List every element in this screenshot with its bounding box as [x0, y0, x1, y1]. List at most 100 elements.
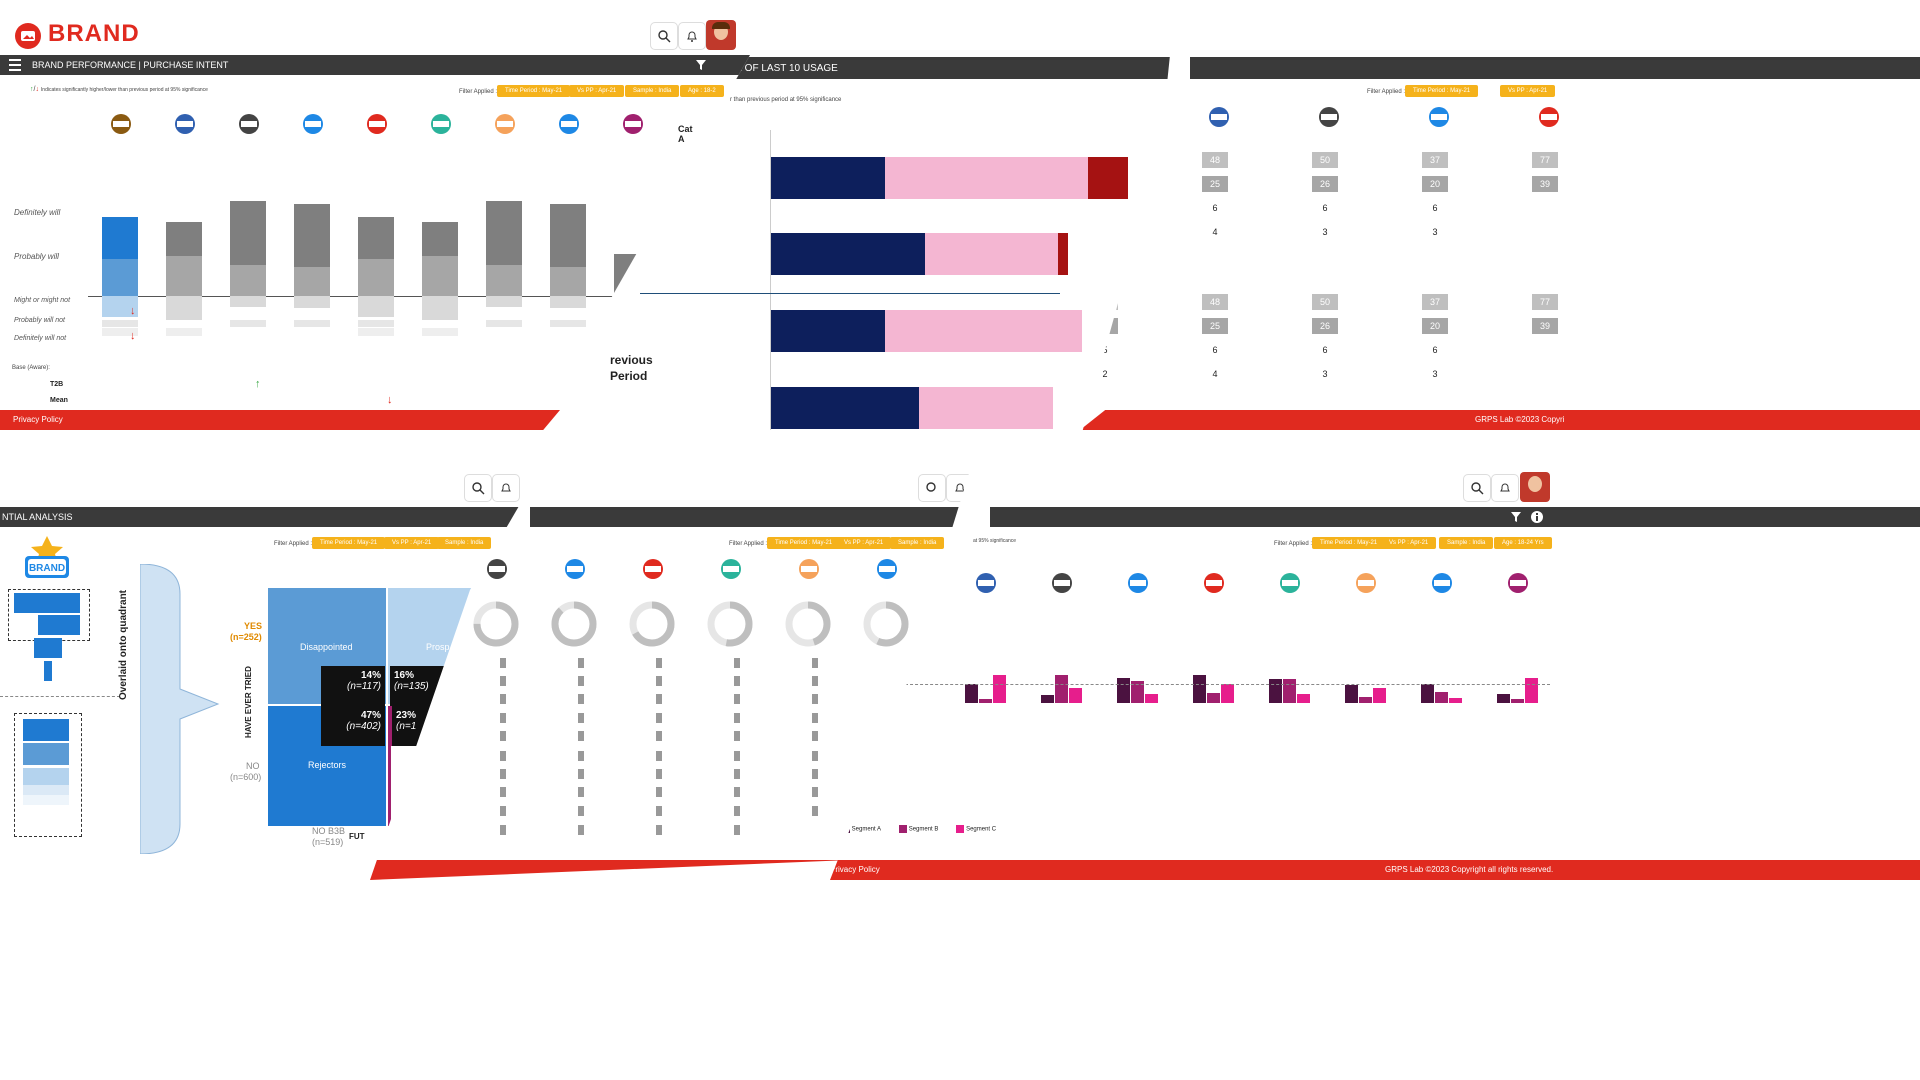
chip-sample-4[interactable]: Sample : India	[437, 537, 492, 549]
segment-bar[interactable]	[1069, 688, 1082, 703]
privacy-link-6[interactable]: Privacy Policy	[830, 865, 880, 874]
bar-probably-will[interactable]	[422, 256, 458, 296]
segment-bar[interactable]	[1359, 696, 1372, 703]
bar-definitely-will[interactable]	[550, 203, 586, 268]
bar-definitely-not[interactable]	[358, 328, 394, 336]
bar-definitely-not[interactable]	[166, 328, 202, 336]
segment-bar[interactable]	[1283, 679, 1296, 703]
bar-probably-will[interactable]	[230, 265, 266, 296]
bar-definitely-will[interactable]	[102, 216, 138, 259]
funnel-bar[interactable]	[38, 615, 80, 635]
bar-segment-b[interactable]	[919, 387, 1053, 429]
donut-chart[interactable]	[784, 600, 832, 648]
filter-icon[interactable]	[1510, 511, 1522, 523]
search-button-3[interactable]	[1556, 22, 1584, 50]
segment-bar[interactable]	[1511, 698, 1524, 703]
search-button-5[interactable]	[918, 474, 946, 502]
funnel-bar-bottom[interactable]	[23, 719, 69, 741]
segment-bar[interactable]	[1269, 679, 1282, 703]
segment-bar[interactable]	[1221, 684, 1234, 703]
segment-bar[interactable]	[1345, 685, 1358, 703]
chip-sample-6[interactable]: Sample : India	[1439, 537, 1494, 549]
segment-bar[interactable]	[1207, 693, 1220, 703]
chip-sample[interactable]: Sample : India	[625, 85, 680, 97]
privacy-link[interactable]: Privacy Policy	[13, 415, 63, 424]
bar-might[interactable]	[230, 296, 266, 307]
bar-probably-not[interactable]	[102, 320, 138, 327]
bar-segment-a[interactable]	[771, 387, 920, 429]
notification-button-5[interactable]	[946, 474, 970, 502]
bar-probably-will[interactable]	[294, 267, 330, 296]
segment-bar[interactable]	[1131, 681, 1144, 703]
notification-button-4[interactable]	[492, 474, 520, 502]
segment-bar[interactable]	[1373, 687, 1386, 703]
search-button-6[interactable]	[1463, 474, 1491, 502]
segment-bar[interactable]	[1525, 678, 1538, 703]
bar-might[interactable]	[358, 296, 394, 317]
segment-bar[interactable]	[965, 684, 978, 703]
donut-chart[interactable]	[862, 600, 910, 648]
chip-vs-pp-6[interactable]: Vs PP : Apr-21	[1381, 537, 1437, 549]
info-icon[interactable]	[1530, 510, 1544, 524]
brand-logo[interactable]: BRAND	[14, 20, 139, 52]
chip-sample-5[interactable]: Sample : India	[890, 537, 945, 549]
bar-segment-b[interactable]	[924, 233, 1059, 275]
donut-chart[interactable]	[472, 600, 520, 648]
segment-bar[interactable]	[1421, 683, 1434, 703]
segment-bar[interactable]	[1117, 678, 1130, 703]
segment-bar[interactable]	[1193, 675, 1206, 703]
bar-definitely-will[interactable]	[230, 201, 266, 266]
filter-icon[interactable]	[695, 59, 707, 71]
bar-probably-will[interactable]	[486, 265, 522, 296]
segment-bar[interactable]	[1497, 694, 1510, 703]
bar-definitely-will[interactable]	[166, 222, 202, 257]
bar-segment-b[interactable]	[885, 310, 1083, 352]
donut-chart[interactable]	[550, 600, 598, 648]
chip-time-period-3[interactable]: Time Period : May-21	[1405, 85, 1479, 97]
chip-vs-pp[interactable]: Vs PP : Apr-21	[569, 85, 625, 97]
bar-segment-a[interactable]	[771, 310, 885, 352]
segment-bar[interactable]	[993, 675, 1006, 703]
bar-definitely-will[interactable]	[486, 201, 522, 266]
search-button[interactable]	[650, 22, 678, 50]
bar-segment-c[interactable]	[1058, 233, 1069, 275]
bar-probably-will[interactable]	[550, 267, 586, 296]
bar-might[interactable]	[102, 296, 138, 317]
segment-bar[interactable]	[1435, 692, 1448, 703]
bar-probably-will[interactable]	[166, 256, 202, 296]
bar-probably-not[interactable]	[230, 320, 266, 327]
segment-bar[interactable]	[979, 699, 992, 703]
notification-button-6[interactable]	[1491, 474, 1519, 502]
bar-segment-a[interactable]	[771, 157, 885, 199]
notification-button[interactable]	[678, 22, 706, 50]
chip-vs-pp-5[interactable]: Vs PP : Apr-21	[836, 537, 892, 549]
avatar[interactable]	[706, 20, 736, 50]
chip-time-period[interactable]: Time Period : May-21	[497, 85, 571, 97]
bar-segment-c[interactable]	[1088, 157, 1128, 199]
bar-probably-not[interactable]	[294, 320, 330, 327]
chip-time-period-4[interactable]: Time Period : May-21	[312, 537, 386, 549]
bar-probably-not[interactable]	[486, 320, 522, 327]
bar-definitely-will[interactable]	[358, 216, 394, 259]
bar-might[interactable]	[486, 296, 522, 307]
bar-probably-not[interactable]	[358, 320, 394, 327]
funnel-bar[interactable]	[34, 638, 62, 658]
chip-vs-pp-3[interactable]: Vs PP : Apr-21	[1500, 85, 1556, 97]
chip-age[interactable]: Age : 18-2	[680, 85, 724, 97]
bar-might[interactable]	[294, 296, 330, 309]
funnel-bar-bottom[interactable]	[23, 743, 69, 765]
bar-definitely-not[interactable]	[422, 328, 458, 336]
donut-chart[interactable]	[628, 600, 676, 648]
bar-might[interactable]	[422, 296, 458, 321]
bar-definitely-will[interactable]	[294, 203, 330, 268]
bar-definitely-will[interactable]	[422, 222, 458, 257]
chip-vs-pp-4[interactable]: Vs PP : Apr-21	[384, 537, 440, 549]
bar-probably-will[interactable]	[358, 258, 394, 296]
segment-bar[interactable]	[1297, 694, 1310, 703]
segment-bar[interactable]	[1055, 674, 1068, 703]
avatar-6[interactable]	[1520, 472, 1550, 502]
bar-probably-will[interactable]	[102, 258, 138, 296]
funnel-bar[interactable]	[14, 593, 80, 613]
bar-probably-not[interactable]	[550, 320, 586, 327]
search-button-4[interactable]	[464, 474, 492, 502]
